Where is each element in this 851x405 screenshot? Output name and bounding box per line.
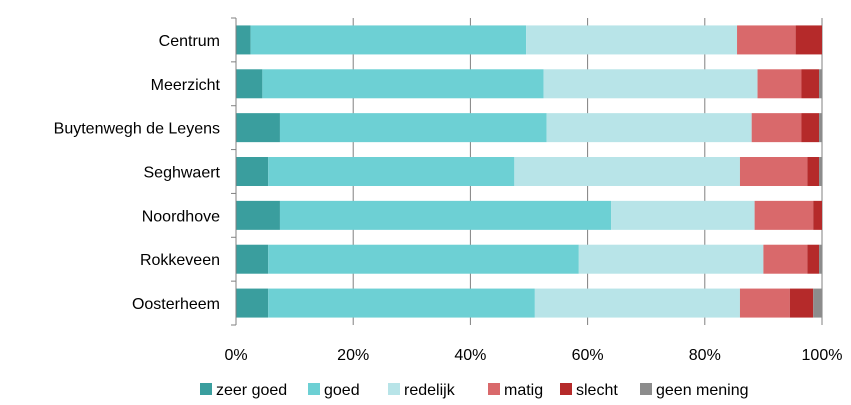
legend-label: slecht (576, 382, 618, 399)
category-label: Seghwaert (144, 165, 221, 182)
legend-label: redelijk (404, 382, 456, 399)
legend-swatch (560, 383, 572, 395)
legend-swatch (200, 383, 212, 395)
bar-segment (795, 25, 822, 55)
bar-segment (250, 25, 527, 55)
x-tick-label: 100% (802, 347, 843, 364)
legend-swatch (308, 383, 320, 395)
x-tick-label: 0% (224, 347, 247, 364)
bar-segment (236, 288, 269, 318)
axes (231, 17, 237, 326)
category-labels: Centrum Meerzicht Buytenwegh de Leyens Segh… (54, 33, 221, 313)
bar-segment (578, 244, 764, 274)
bar-segment (819, 157, 822, 186)
bar-segment (546, 113, 752, 143)
bar-segment (236, 25, 251, 55)
bar-segment (819, 69, 822, 99)
x-tick-label: 40% (454, 347, 486, 364)
bar-segment (813, 288, 822, 318)
bar-segment (739, 157, 808, 186)
bar-segment (737, 25, 796, 55)
bar-segment (611, 200, 755, 230)
x-tick-label: 60% (572, 347, 604, 364)
category-label: Rokkeveen (140, 252, 220, 269)
x-tick-label: 20% (337, 347, 369, 364)
legend-label: matig (504, 382, 543, 399)
bar-segment (279, 200, 612, 230)
category-label: Buytenwegh de Leyens (54, 121, 220, 138)
bar-segment (236, 244, 269, 274)
bar-segment (236, 69, 263, 99)
legend-swatch (388, 383, 400, 395)
legend-swatch (640, 383, 652, 395)
bar-segment (279, 113, 547, 143)
legend-swatch (488, 383, 500, 395)
bar-segment (801, 69, 820, 99)
bar-segment (789, 288, 814, 318)
bar-segment (268, 244, 579, 274)
legend: zeer goed goed redelijk matig slecht geen men… (200, 382, 749, 399)
bar-segment (813, 200, 822, 230)
bar-segment (543, 69, 758, 99)
bar-segment (534, 288, 740, 318)
tick-labels: 0% 20% 40% 60% 80% 100% (224, 347, 842, 364)
category-label: Oosterheem (132, 296, 220, 313)
bar-segment (739, 288, 790, 318)
bar-segment (268, 288, 535, 318)
bar-segment (526, 25, 738, 55)
bars (236, 25, 822, 318)
legend-label: goed (324, 382, 360, 399)
bar-segment (819, 113, 822, 143)
bar-segment (819, 244, 822, 274)
bar-segment (262, 69, 544, 99)
bar-segment (514, 157, 740, 186)
bar-segment (757, 69, 802, 99)
category-label: Centrum (159, 33, 220, 50)
bar-segment (236, 157, 269, 186)
legend-label: zeer goed (216, 382, 287, 399)
bar-segment (754, 200, 814, 230)
bar-segment (236, 200, 280, 230)
bar-segment (236, 113, 280, 143)
legend-label: geen mening (656, 382, 749, 399)
bar-segment (807, 244, 820, 274)
bar-segment (763, 244, 808, 274)
x-tick-label: 80% (689, 347, 721, 364)
bar-segment (751, 113, 802, 143)
bar-segment (801, 113, 820, 143)
category-label: Meerzicht (151, 77, 221, 94)
bar-segment (807, 157, 820, 186)
bar-segment (268, 157, 515, 186)
category-label: Noordhove (142, 208, 220, 225)
